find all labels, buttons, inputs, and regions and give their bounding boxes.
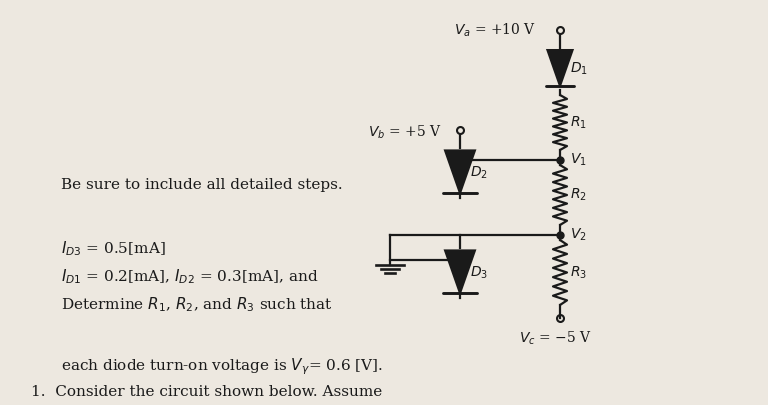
- Polygon shape: [445, 251, 475, 293]
- Polygon shape: [445, 151, 475, 193]
- Text: $R_2$: $R_2$: [570, 187, 587, 203]
- Text: $V_2$: $V_2$: [570, 227, 587, 243]
- Text: $V_b$ = +5 V: $V_b$ = +5 V: [368, 124, 442, 141]
- Text: $V_a$ = +10 V: $V_a$ = +10 V: [454, 22, 536, 39]
- Text: 1.  Consider the circuit shown below. Assume: 1. Consider the circuit shown below. Ass…: [31, 385, 382, 399]
- Text: $V_c$ = −5 V: $V_c$ = −5 V: [518, 330, 591, 347]
- Text: Determine $R_1$, $R_2$, and $R_3$ such that: Determine $R_1$, $R_2$, and $R_3$ such t…: [61, 296, 333, 314]
- Text: $I_{D1}$ = 0.2[mA], $I_{D2}$ = 0.3[mA], and: $I_{D1}$ = 0.2[mA], $I_{D2}$ = 0.3[mA], …: [61, 267, 319, 286]
- Text: $V_1$: $V_1$: [570, 152, 587, 168]
- Text: $D_3$: $D_3$: [470, 265, 488, 281]
- Text: $I_{D3}$ = 0.5[mA]: $I_{D3}$ = 0.5[mA]: [61, 239, 166, 258]
- Polygon shape: [548, 50, 572, 86]
- Text: $R_1$: $R_1$: [570, 114, 587, 131]
- Text: $D_1$: $D_1$: [570, 61, 588, 77]
- Text: $R_3$: $R_3$: [570, 264, 587, 281]
- Text: $D_2$: $D_2$: [470, 165, 488, 181]
- Text: Be sure to include all detailed steps.: Be sure to include all detailed steps.: [61, 178, 343, 192]
- Text: each diode turn-on voltage is $V_{\gamma}$= 0.6 [V].: each diode turn-on voltage is $V_{\gamma…: [61, 356, 383, 377]
